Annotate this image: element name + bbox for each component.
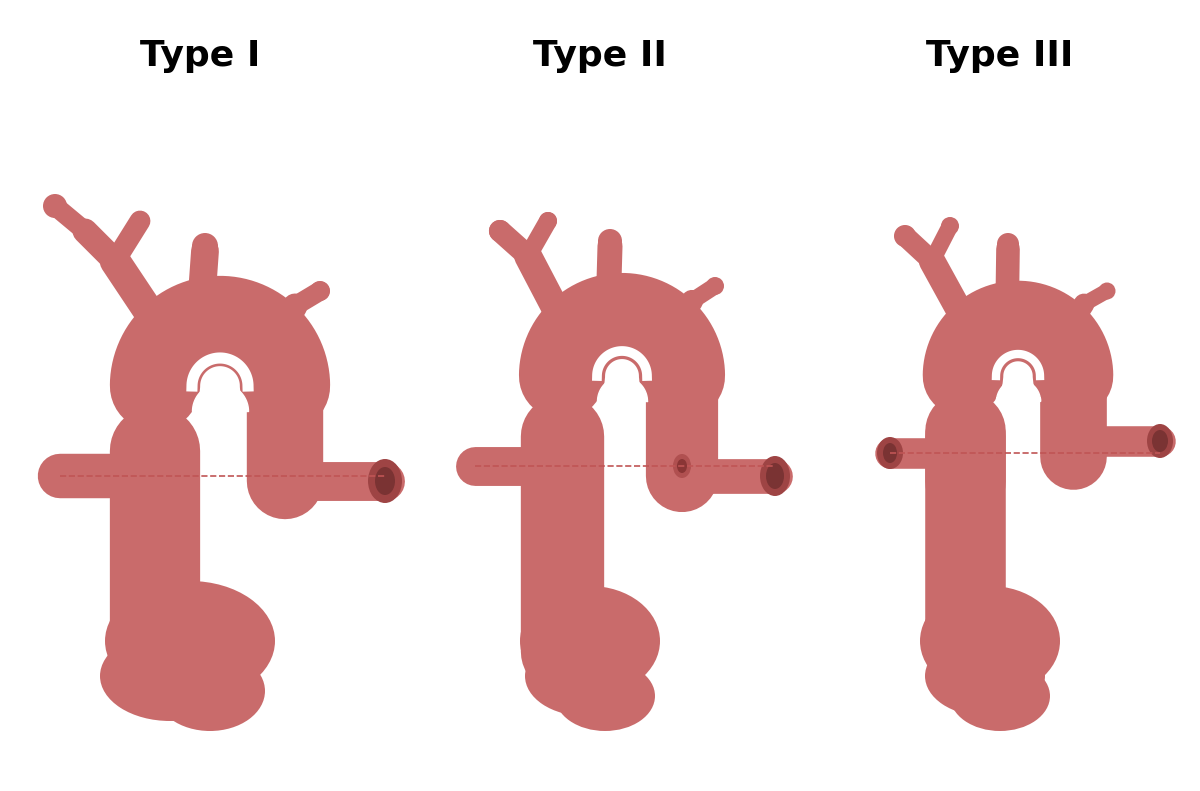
Ellipse shape — [1070, 313, 1086, 328]
Ellipse shape — [1147, 424, 1174, 458]
Ellipse shape — [766, 463, 784, 489]
Ellipse shape — [526, 636, 646, 716]
Ellipse shape — [192, 233, 218, 259]
Ellipse shape — [282, 312, 299, 330]
Ellipse shape — [539, 212, 557, 230]
Ellipse shape — [760, 456, 790, 496]
Ellipse shape — [1098, 282, 1116, 300]
Ellipse shape — [1152, 430, 1168, 452]
Ellipse shape — [490, 220, 511, 242]
Ellipse shape — [677, 459, 686, 473]
Ellipse shape — [706, 277, 724, 295]
Text: Type II: Type II — [533, 39, 667, 73]
Ellipse shape — [520, 586, 660, 696]
Ellipse shape — [894, 225, 916, 247]
Ellipse shape — [920, 586, 1060, 696]
Ellipse shape — [100, 631, 240, 721]
Ellipse shape — [925, 636, 1045, 716]
Ellipse shape — [941, 217, 959, 235]
Ellipse shape — [368, 459, 402, 503]
Ellipse shape — [673, 454, 691, 478]
Ellipse shape — [374, 467, 395, 495]
Ellipse shape — [877, 437, 904, 469]
Ellipse shape — [883, 443, 898, 463]
Ellipse shape — [554, 661, 655, 731]
Ellipse shape — [43, 194, 67, 218]
Text: Type I: Type I — [140, 39, 260, 73]
Ellipse shape — [131, 211, 149, 231]
Ellipse shape — [997, 233, 1019, 255]
Ellipse shape — [310, 281, 330, 301]
Ellipse shape — [950, 661, 1050, 731]
Ellipse shape — [155, 651, 265, 731]
Ellipse shape — [677, 308, 694, 324]
Ellipse shape — [106, 581, 275, 701]
Text: Type III: Type III — [926, 39, 1074, 73]
Ellipse shape — [598, 229, 622, 253]
